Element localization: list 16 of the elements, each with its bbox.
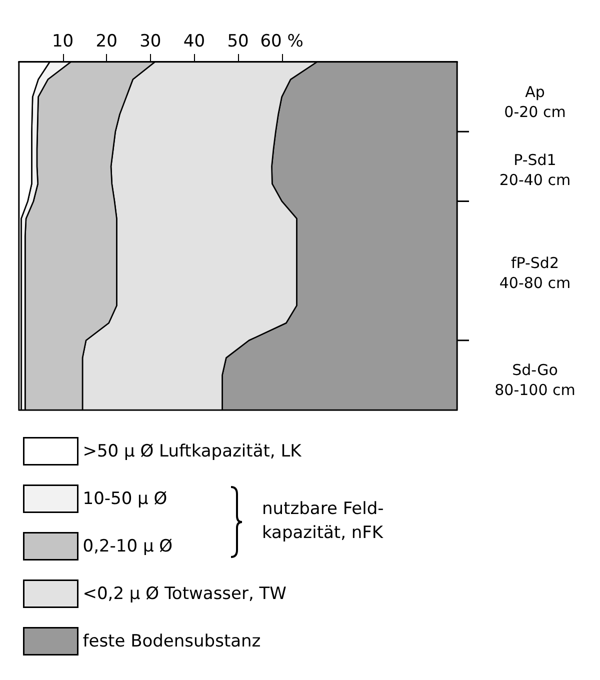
text: Ap 0-20 cm xyxy=(504,83,566,121)
legend-label: >50 μ Ø Luftkapazität, LK xyxy=(82,441,302,462)
x-tick-label: 10 xyxy=(52,32,74,52)
legend-label: 0,2-10 μ Ø xyxy=(82,536,173,556)
legend-label: feste Bodensubstanz xyxy=(82,631,261,652)
text: Sd-Go 80-100 cm xyxy=(494,361,576,399)
x-tick-label: 50 xyxy=(227,32,249,52)
x-tick-label: 30 xyxy=(140,32,162,52)
text: fP-Sd2 40-80 cm xyxy=(499,254,571,292)
legend-label: <0,2 μ Ø Totwasser, TW xyxy=(82,584,287,604)
x-tick-label: 20 xyxy=(96,32,118,52)
x-tick-label: 60 % xyxy=(260,32,304,52)
legend-label: 10-50 μ Ø xyxy=(82,488,168,509)
text: nutzbare Feld- kapazität, nFK xyxy=(262,499,384,543)
x-tick-label: 40 xyxy=(183,32,206,52)
text: P-Sd1 20-40 cm xyxy=(499,151,571,189)
